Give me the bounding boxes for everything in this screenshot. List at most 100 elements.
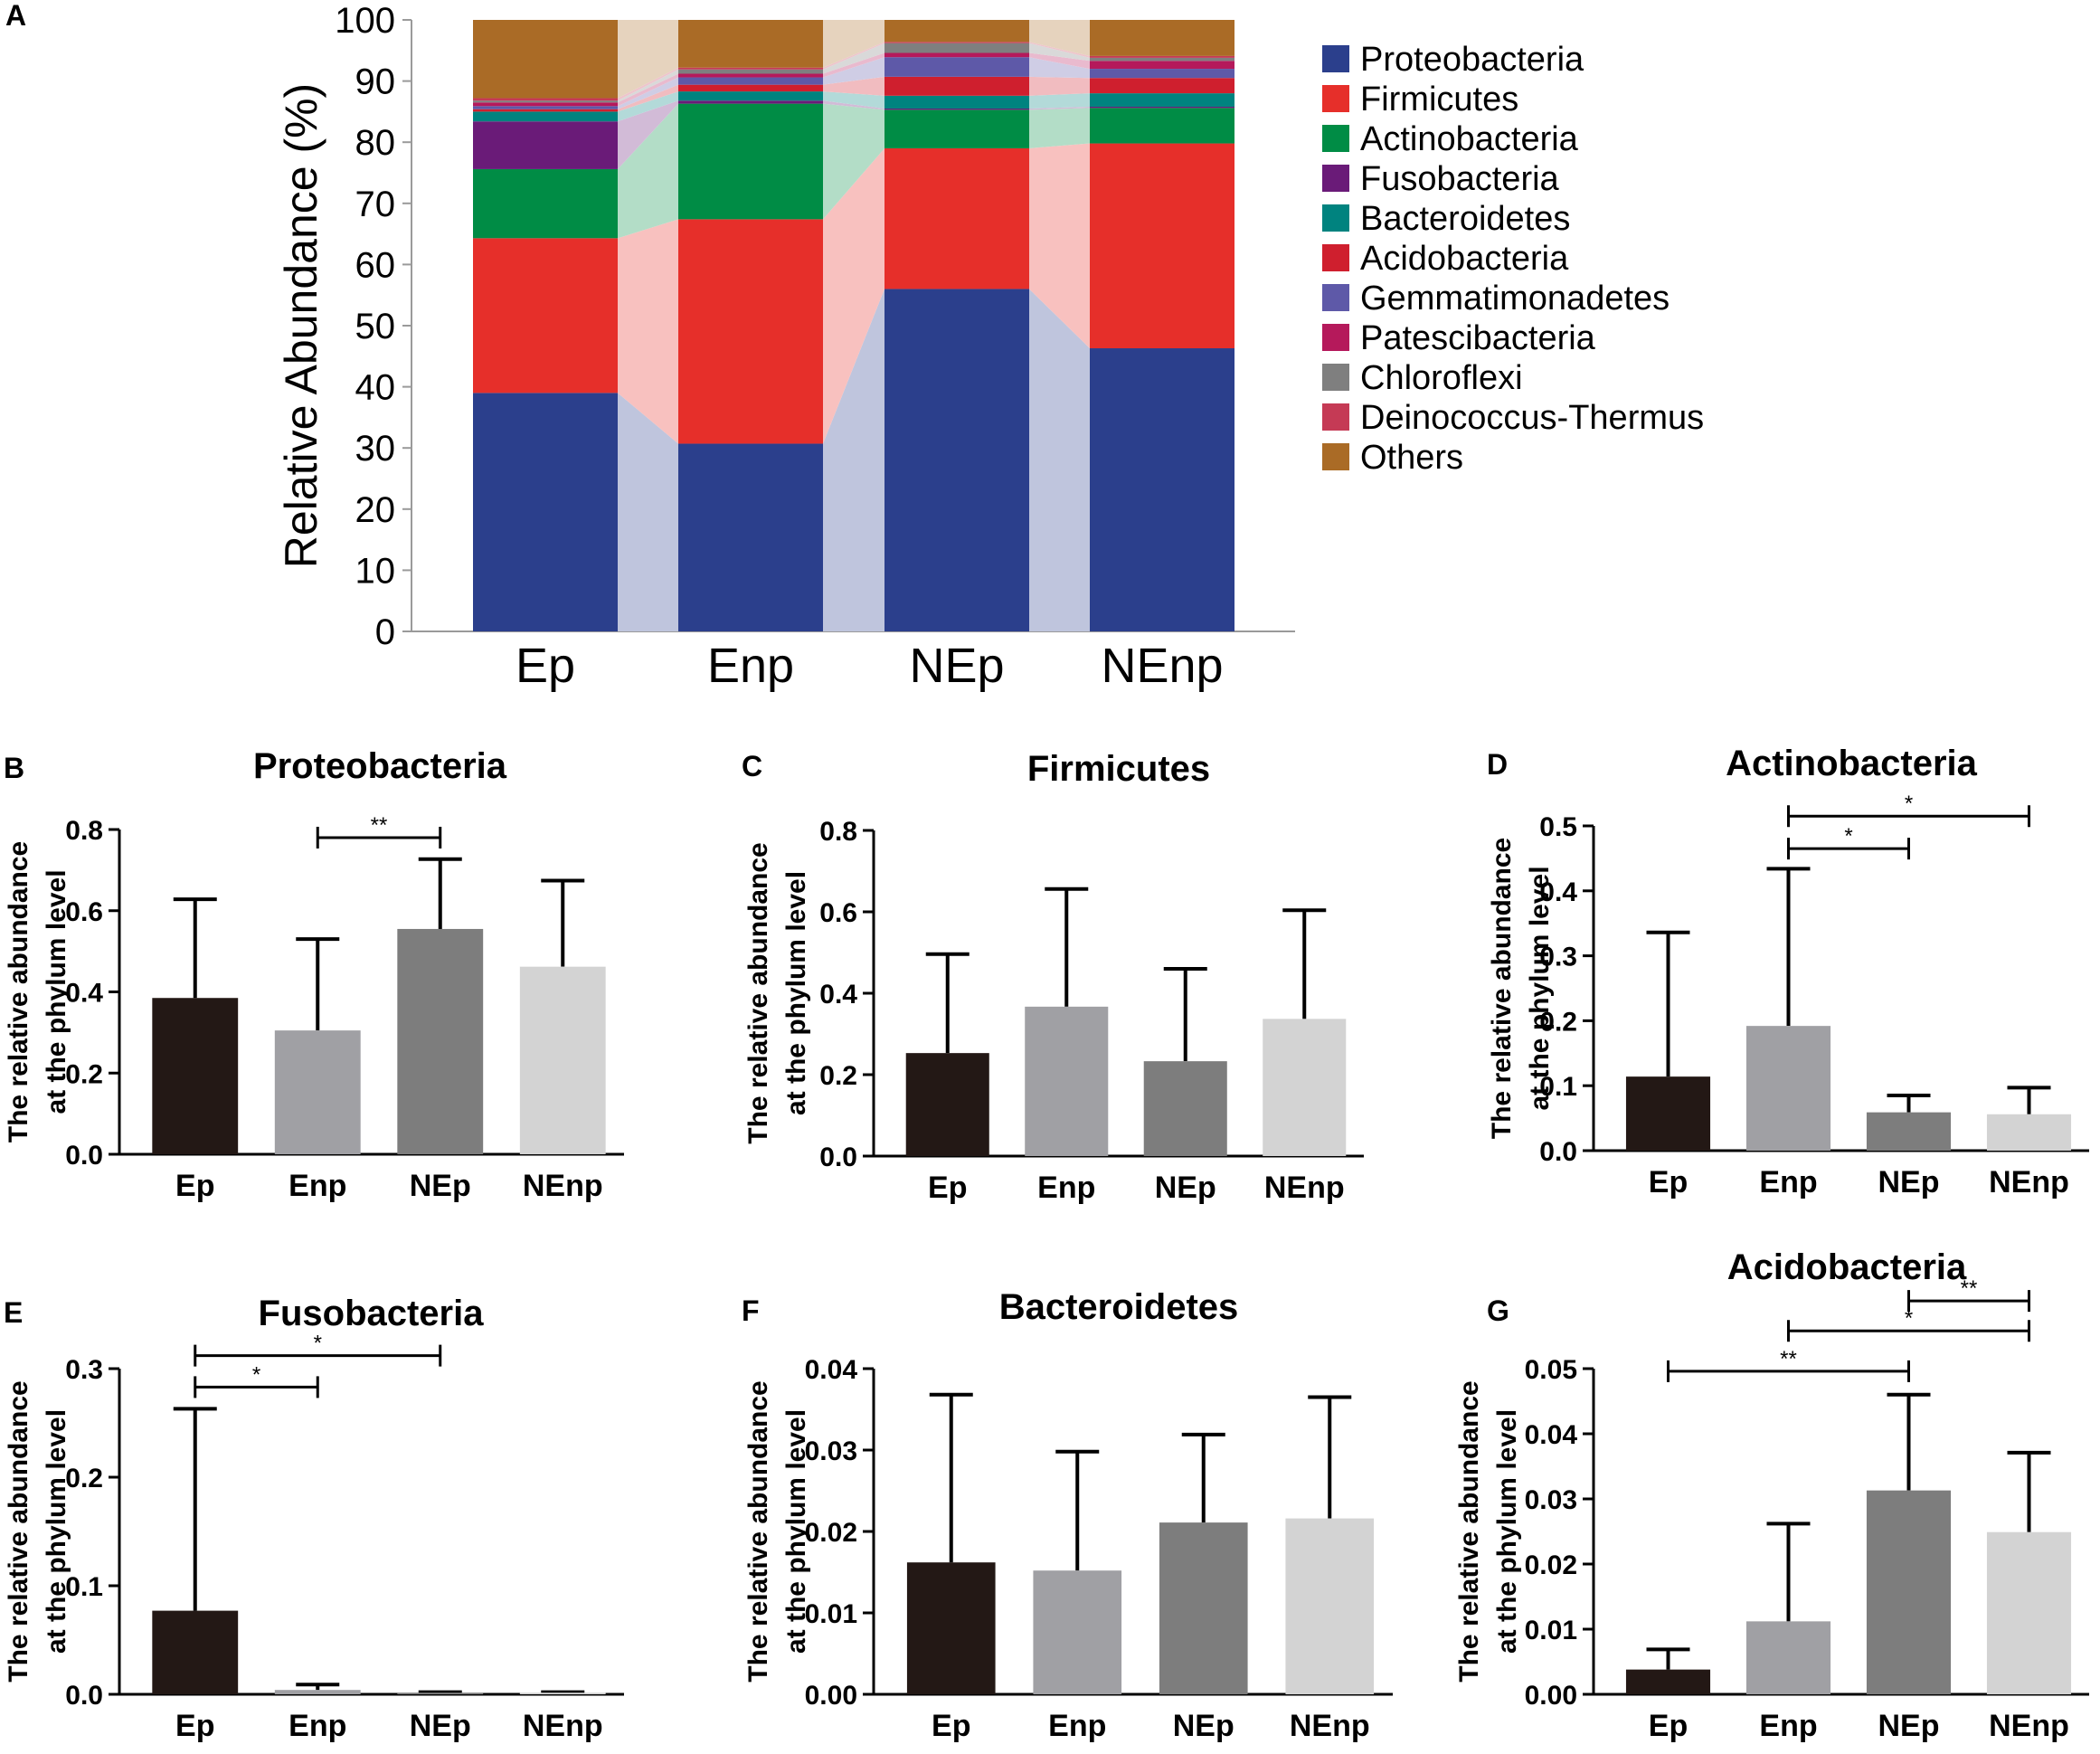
y-tick-label-d: 0.5: [1539, 812, 1577, 842]
legend-swatch: [1322, 443, 1349, 470]
connector-chloroflexi: [1029, 43, 1090, 62]
bar-segment-acidobacteria-enp: [678, 84, 823, 92]
connector-firmicutes: [823, 147, 884, 444]
bar-segment-firmicutes-nenp: [1090, 143, 1234, 349]
bar-segment-deinococcus-thermus-nenp: [1090, 55, 1234, 58]
bar-segment-fusobacteria-nenp: [1090, 106, 1234, 109]
panel-label-c: C: [742, 750, 762, 782]
bar-segment-others-ep: [473, 20, 618, 99]
significance-label-g: **: [1780, 1347, 1797, 1371]
x-tick-label-e: Ep: [175, 1709, 214, 1743]
bar-g-enp: [1745, 1621, 1831, 1694]
connector-actinobacteria: [823, 103, 884, 220]
connector-deinococcus-thermus: [618, 67, 678, 101]
connector-acidobacteria: [1029, 76, 1090, 96]
y-tick-label-f: 0.00: [805, 1681, 857, 1711]
bar-d-ep: [1625, 1076, 1711, 1151]
bar-segment-actinobacteria-nep: [884, 109, 1029, 148]
legend-swatch: [1322, 204, 1349, 232]
bar-segment-others-enp: [678, 20, 823, 68]
x-tick-label-f: Ep: [932, 1709, 970, 1743]
panel-d: D Actinobacteria 0.0 0.1 0.2 0.3 0.4 0.5 The rel…: [1487, 744, 2089, 1199]
legend-swatch: [1322, 364, 1349, 391]
bar-segment-bacteroidetes-nep: [884, 95, 1029, 109]
y-tick-label-f: 0.04: [805, 1355, 858, 1385]
x-tick-label-a: Enp: [707, 639, 794, 693]
connector-actinobacteria: [1029, 108, 1090, 148]
panel-label-d: D: [1487, 748, 1508, 781]
panel-c: C Firmicutes 0.0 0.2 0.4 0.6 0.8 The relative a…: [742, 749, 1364, 1205]
connector-others: [823, 20, 884, 68]
bar-segment-others-nep: [884, 20, 1029, 43]
connector-patescibacteria: [618, 73, 678, 107]
bar-b-nenp: [519, 966, 606, 1154]
connector-acidobacteria: [618, 84, 678, 112]
x-tick-label-g: Ep: [1649, 1709, 1688, 1743]
bar-segment-acidobacteria-nep: [884, 76, 1029, 96]
y-tick-label-a: 100: [335, 1, 395, 41]
y-tick-label-a: 80: [355, 123, 396, 163]
bar-e-nenp: [519, 1692, 606, 1694]
panel-label-e: E: [4, 1296, 23, 1329]
bar-segment-chloroflexi-nep: [884, 43, 1029, 53]
bar-segment-deinococcus-thermus-ep: [473, 98, 618, 101]
x-tick-label-b: NEp: [410, 1169, 471, 1203]
y-tick-label-g: 0.00: [1525, 1681, 1577, 1711]
connector-firmicutes: [618, 219, 678, 444]
y-axis-title-a: Relative Abundance (%): [276, 83, 326, 568]
bar-c-ep: [905, 1053, 989, 1156]
bar-f-nep: [1159, 1522, 1248, 1694]
bar-segment-proteobacteria-nep: [884, 289, 1029, 631]
y-axis-title-line2-d: at the phylum level: [1525, 866, 1555, 1110]
y-tick-label-b: 0.0: [65, 1141, 103, 1171]
x-tick-label-c: NEp: [1155, 1171, 1216, 1205]
connector-bacteroidetes: [618, 91, 678, 122]
bar-segment-fusobacteria-ep: [473, 121, 618, 169]
y-axis-title-line2-e: at the phylum level: [42, 1409, 71, 1654]
x-tick-label-e: Enp: [289, 1709, 346, 1743]
bar-segment-proteobacteria-nenp: [1090, 348, 1234, 631]
y-axis-title-line1-f: The relative abundance: [743, 1380, 773, 1682]
x-tick-label-e: NEnp: [523, 1709, 603, 1743]
bar-segment-gemmatimonadetes-ep: [473, 106, 618, 109]
x-tick-label-f: NEp: [1173, 1709, 1234, 1743]
y-axis-title-line2-c: at the phylum level: [781, 871, 811, 1115]
y-tick-label-c: 0.4: [819, 980, 857, 1010]
y-tick-label-e: 0.3: [65, 1355, 103, 1385]
bar-d-enp: [1745, 1026, 1831, 1151]
bar-segment-bacteroidetes-ep: [473, 111, 618, 122]
panel-g: G Acidobacteria 0.00 0.01 0.02 0.03 0.04 0.05 Th…: [1454, 1247, 2089, 1743]
x-tick-label-f: NEnp: [1290, 1709, 1370, 1743]
bar-segment-patescibacteria-enp: [678, 73, 823, 78]
legend-swatch: [1322, 284, 1349, 311]
legend-label: Patescibacteria: [1360, 319, 1596, 357]
x-tick-label-c: NEnp: [1264, 1171, 1345, 1205]
legend-label: Acidobacteria: [1360, 240, 1569, 278]
connector-actinobacteria: [618, 103, 678, 239]
y-tick-label-a: 20: [355, 490, 396, 530]
chart-title-b: Proteobacteria: [253, 746, 507, 786]
panel-label-f: F: [742, 1294, 760, 1327]
legend-label: Actinobacteria: [1360, 120, 1579, 158]
x-tick-label-d: Enp: [1759, 1165, 1817, 1199]
bar-c-nep: [1143, 1061, 1227, 1156]
y-tick-label-b: 0.6: [65, 897, 103, 927]
y-tick-label-e: 0.0: [65, 1681, 103, 1711]
y-tick-label-g: 0.05: [1525, 1355, 1577, 1385]
y-tick-label-d: 0.3: [1539, 943, 1577, 972]
bar-segment-acidobacteria-ep: [473, 109, 618, 112]
y-tick-label-d: 0.0: [1539, 1137, 1577, 1167]
bar-segment-chloroflexi-ep: [473, 100, 618, 103]
bar-segment-gemmatimonadetes-enp: [678, 77, 823, 85]
connector-proteobacteria: [618, 393, 678, 631]
bar-b-enp: [274, 1030, 361, 1154]
legend-swatch: [1322, 244, 1349, 271]
legend-swatch: [1322, 45, 1349, 72]
y-tick-label-a: 70: [355, 185, 396, 224]
y-tick-label-g: 0.01: [1525, 1616, 1577, 1645]
connector-gemmatimonadetes: [1029, 57, 1090, 79]
y-tick-label-c: 0.2: [819, 1061, 857, 1091]
bar-segment-proteobacteria-enp: [678, 443, 823, 631]
x-tick-label-e: NEp: [410, 1709, 471, 1743]
